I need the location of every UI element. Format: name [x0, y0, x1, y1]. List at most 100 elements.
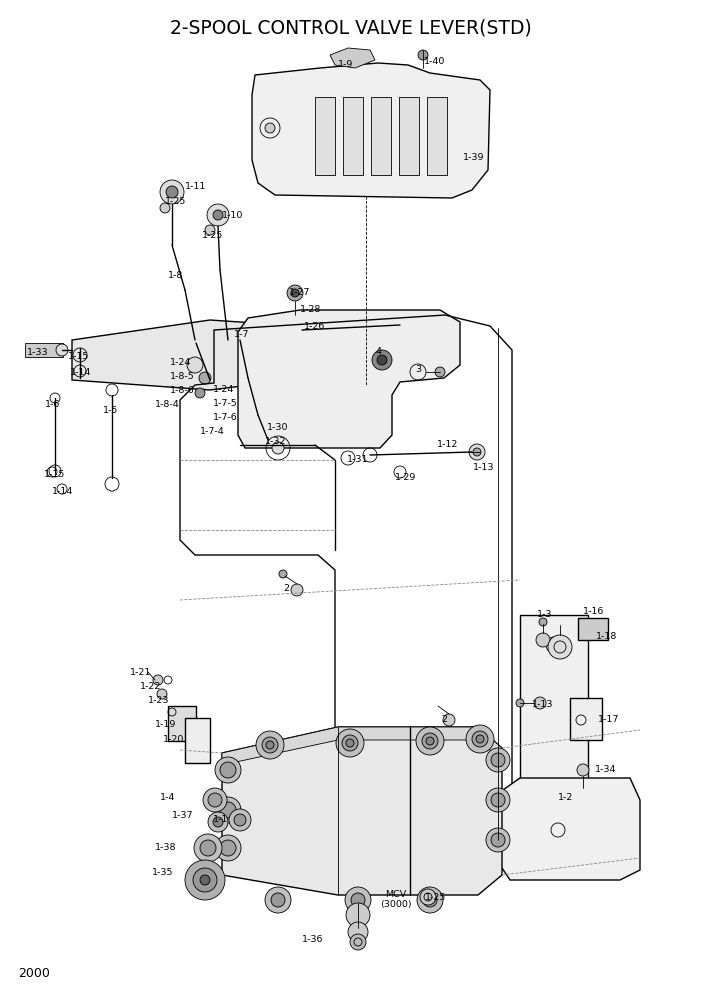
Text: 1-7-5: 1-7-5 — [213, 399, 238, 408]
Text: 1-37: 1-37 — [172, 811, 194, 820]
Circle shape — [418, 50, 428, 60]
Polygon shape — [238, 310, 460, 448]
Circle shape — [187, 357, 203, 373]
Circle shape — [195, 388, 205, 398]
Polygon shape — [222, 727, 502, 765]
Circle shape — [200, 875, 210, 885]
Bar — [570, 698, 602, 740]
Text: 1-22: 1-22 — [140, 682, 161, 691]
Circle shape — [207, 204, 229, 226]
Bar — [520, 615, 588, 810]
Text: 1-35: 1-35 — [152, 868, 173, 877]
Text: 1-36: 1-36 — [302, 935, 324, 944]
Polygon shape — [72, 320, 330, 390]
Circle shape — [271, 893, 285, 907]
Circle shape — [536, 633, 550, 647]
Text: 1-33: 1-33 — [27, 348, 48, 357]
Circle shape — [534, 697, 546, 709]
Text: 4: 4 — [376, 347, 382, 356]
Text: 1-15: 1-15 — [68, 352, 89, 361]
Text: 2-SPOOL CONTROL VALVE LEVER(STD): 2-SPOOL CONTROL VALVE LEVER(STD) — [170, 18, 532, 37]
Text: 1-26: 1-26 — [304, 322, 325, 331]
Circle shape — [466, 725, 494, 753]
Circle shape — [416, 727, 444, 755]
Circle shape — [516, 699, 524, 707]
Circle shape — [577, 764, 589, 776]
Circle shape — [377, 355, 387, 365]
Text: 1-7-6: 1-7-6 — [213, 413, 238, 422]
Text: 1-23: 1-23 — [148, 696, 169, 705]
Circle shape — [287, 285, 303, 301]
Circle shape — [491, 833, 505, 847]
Text: 1-3: 1-3 — [537, 610, 552, 619]
Circle shape — [279, 570, 287, 578]
Circle shape — [203, 788, 227, 812]
Circle shape — [200, 840, 216, 856]
Text: 3: 3 — [415, 365, 421, 374]
Bar — [168, 706, 196, 741]
Circle shape — [265, 123, 275, 133]
Text: 1-7-4: 1-7-4 — [200, 427, 225, 436]
Circle shape — [157, 689, 167, 699]
Circle shape — [351, 893, 365, 907]
Circle shape — [491, 793, 505, 807]
Circle shape — [291, 584, 303, 596]
Circle shape — [205, 225, 215, 235]
Circle shape — [579, 786, 587, 794]
Text: 1-17: 1-17 — [598, 715, 619, 724]
Text: 1-15: 1-15 — [44, 470, 65, 479]
Circle shape — [213, 817, 223, 827]
Text: 1-5: 1-5 — [103, 406, 119, 415]
Text: 1-13: 1-13 — [532, 700, 553, 709]
Text: 1-27: 1-27 — [289, 288, 310, 297]
Circle shape — [423, 893, 437, 907]
Circle shape — [266, 741, 274, 749]
Text: 1-38: 1-38 — [155, 843, 176, 852]
Circle shape — [291, 289, 299, 297]
Circle shape — [215, 835, 241, 861]
Circle shape — [435, 367, 445, 377]
Text: 1-25: 1-25 — [425, 893, 446, 902]
Circle shape — [350, 934, 366, 950]
Bar — [25, 343, 63, 357]
Text: 1-28: 1-28 — [300, 305, 322, 314]
Bar — [343, 97, 363, 175]
Circle shape — [426, 737, 434, 745]
Circle shape — [443, 714, 455, 726]
Text: 1-25: 1-25 — [202, 231, 223, 240]
Text: 1-16: 1-16 — [583, 607, 604, 616]
Circle shape — [346, 739, 354, 747]
Circle shape — [56, 344, 68, 356]
Circle shape — [272, 442, 284, 454]
Circle shape — [417, 887, 443, 913]
Text: MCV
(3000): MCV (3000) — [380, 890, 411, 910]
Circle shape — [336, 729, 364, 757]
Bar — [315, 97, 335, 175]
Circle shape — [256, 731, 284, 759]
Polygon shape — [252, 63, 490, 198]
Text: 1-40: 1-40 — [424, 57, 445, 66]
Bar — [371, 97, 391, 175]
Text: 1-14: 1-14 — [70, 368, 91, 377]
Circle shape — [213, 210, 223, 220]
Circle shape — [473, 448, 481, 456]
Text: 2000: 2000 — [18, 967, 50, 980]
Text: 1-31: 1-31 — [347, 455, 369, 464]
Circle shape — [346, 903, 370, 927]
Circle shape — [220, 802, 236, 818]
Text: 1-8-6: 1-8-6 — [170, 386, 194, 395]
Text: 1-8-5: 1-8-5 — [170, 372, 194, 381]
Circle shape — [220, 840, 236, 856]
Circle shape — [153, 675, 163, 685]
Circle shape — [372, 350, 392, 370]
Text: 2: 2 — [441, 715, 447, 724]
Text: 1-14: 1-14 — [52, 487, 74, 496]
Text: 1-20: 1-20 — [163, 735, 185, 744]
Text: 1-29: 1-29 — [395, 473, 416, 482]
Circle shape — [420, 889, 436, 905]
Circle shape — [215, 797, 241, 823]
Circle shape — [342, 735, 358, 751]
Text: 1-8: 1-8 — [168, 271, 183, 280]
Circle shape — [160, 203, 170, 213]
Text: 1-13: 1-13 — [473, 463, 494, 472]
